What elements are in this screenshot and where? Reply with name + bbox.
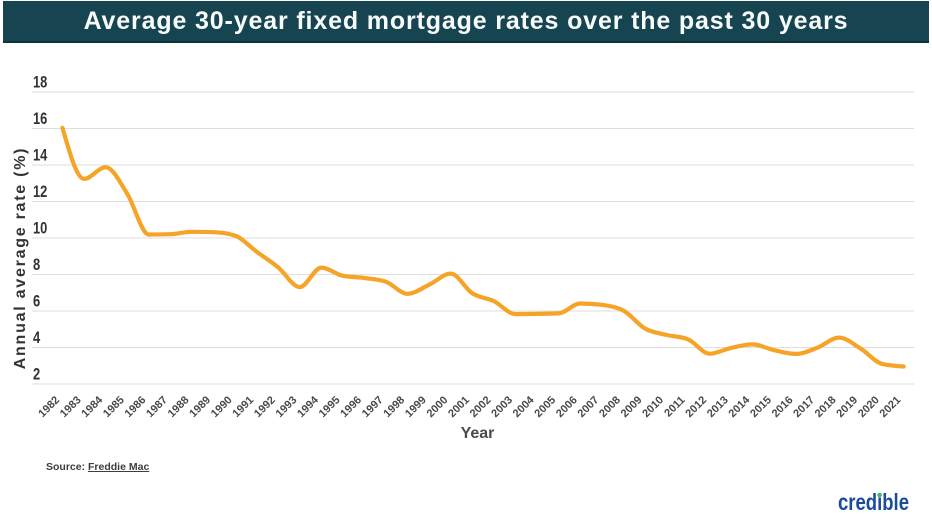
svg-text:2000: 2000 xyxy=(425,394,451,420)
svg-text:1993: 1993 xyxy=(274,394,300,420)
svg-text:2018: 2018 xyxy=(813,394,839,420)
svg-text:2009: 2009 xyxy=(619,394,645,420)
svg-text:2014: 2014 xyxy=(727,394,753,420)
svg-text:1991: 1991 xyxy=(230,394,256,420)
svg-text:1997: 1997 xyxy=(360,394,386,420)
svg-text:2013: 2013 xyxy=(705,394,731,420)
svg-text:2015: 2015 xyxy=(748,394,774,420)
svg-text:2: 2 xyxy=(33,366,40,384)
svg-text:2016: 2016 xyxy=(770,394,796,420)
svg-text:2007: 2007 xyxy=(576,394,602,420)
svg-text:2021: 2021 xyxy=(878,394,904,420)
svg-text:1983: 1983 xyxy=(58,394,84,420)
svg-text:1988: 1988 xyxy=(166,394,192,420)
svg-text:16: 16 xyxy=(33,110,47,128)
svg-text:2005: 2005 xyxy=(532,394,558,420)
svg-text:2011: 2011 xyxy=(662,394,687,419)
svg-text:1990: 1990 xyxy=(209,394,235,420)
svg-text:1984: 1984 xyxy=(79,394,105,420)
svg-text:credıble: credıble xyxy=(838,489,909,515)
svg-text:1999: 1999 xyxy=(403,394,429,420)
svg-text:10: 10 xyxy=(33,220,47,238)
svg-text:2001: 2001 xyxy=(446,394,472,420)
svg-text:1987: 1987 xyxy=(144,394,170,420)
svg-text:2003: 2003 xyxy=(489,394,515,420)
svg-text:2008: 2008 xyxy=(597,394,623,420)
svg-text:2017: 2017 xyxy=(791,394,817,420)
svg-text:18: 18 xyxy=(33,74,47,92)
svg-text:1996: 1996 xyxy=(338,394,364,420)
svg-text:14: 14 xyxy=(33,147,48,165)
svg-text:2006: 2006 xyxy=(554,394,580,420)
svg-text:2019: 2019 xyxy=(834,394,860,420)
svg-text:1994: 1994 xyxy=(295,394,321,420)
svg-text:1998: 1998 xyxy=(381,394,407,420)
svg-text:2010: 2010 xyxy=(640,394,666,420)
svg-text:1992: 1992 xyxy=(252,394,278,420)
svg-text:1985: 1985 xyxy=(101,394,127,420)
svg-text:2002: 2002 xyxy=(468,394,494,420)
svg-text:1995: 1995 xyxy=(317,394,343,420)
svg-text:1986: 1986 xyxy=(123,394,149,420)
svg-text:6: 6 xyxy=(33,293,40,311)
svg-text:2004: 2004 xyxy=(511,394,537,420)
svg-text:8: 8 xyxy=(33,256,40,274)
svg-text:1989: 1989 xyxy=(187,394,213,420)
svg-text:2020: 2020 xyxy=(856,394,882,420)
svg-text:1982: 1982 xyxy=(36,394,62,420)
svg-text:2012: 2012 xyxy=(683,394,709,420)
svg-text:12: 12 xyxy=(33,183,47,201)
svg-text:4: 4 xyxy=(33,329,41,347)
